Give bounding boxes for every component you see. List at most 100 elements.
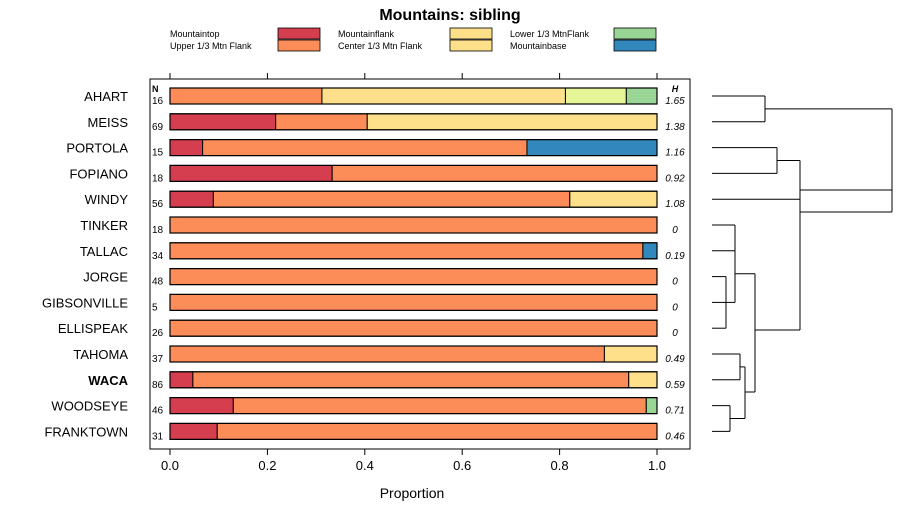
bar-rows: AHART 16 1.65 MEISS 69 1.38 PORTOLA 15 1.16 FOPIA…: [42, 87, 685, 442]
n-value: 48: [152, 277, 164, 288]
bar-outline: [169, 268, 658, 286]
bar-outline: [169, 345, 658, 363]
bar-outline: [169, 164, 658, 182]
n-value: 86: [152, 380, 164, 391]
n-value: 5: [152, 302, 158, 313]
legend-label: Lower 1/3 MtnFlank: [510, 29, 590, 39]
legend-label: Upper 1/3 Mtn Flank: [170, 41, 252, 51]
bar-segment: [169, 422, 218, 440]
bar-segment: [212, 190, 571, 208]
n-value: 46: [152, 406, 164, 417]
x-tick-label: 0.8: [551, 458, 569, 473]
bar-segment: [169, 190, 214, 208]
row-label: ELLISPEAK: [58, 321, 128, 336]
bar-segment: [366, 113, 658, 131]
bar-outline: [169, 139, 658, 157]
dendrogram: [712, 95, 893, 432]
bar-segment: [169, 113, 277, 131]
n-value: 16: [152, 96, 164, 107]
bar-segment: [645, 397, 658, 415]
h-value: 1.16: [665, 148, 685, 159]
bar-outline: [169, 293, 658, 311]
n-value: 34: [152, 251, 164, 262]
bar-segment: [232, 397, 647, 415]
row-label: WOODSEYE: [51, 399, 128, 414]
h-value: 0: [672, 225, 678, 236]
h-value: 0.46: [665, 431, 685, 442]
legend-label: Mountainflank: [338, 29, 395, 39]
row-label: MEISS: [88, 115, 129, 130]
bar-segment: [169, 139, 204, 157]
legend-swatch: [613, 27, 657, 40]
bar-segment: [169, 319, 658, 337]
row-label: FOPIANO: [69, 166, 128, 181]
row-label: WINDY: [85, 192, 129, 207]
row-label: GIBSONVILLE: [42, 295, 128, 310]
bar-outline: [169, 216, 658, 234]
n-value: 18: [152, 173, 164, 184]
x-axis: 0.0 0.2 0.4 0.6 0.8 1.0: [161, 73, 666, 473]
n-header: N: [152, 84, 159, 94]
legend: Mountaintop Upper 1/3 Mtn Flank Mountainfl…: [170, 27, 657, 52]
bar-segment: [569, 190, 658, 208]
h-value: 0.71: [665, 406, 684, 417]
x-tick-label: 0.6: [453, 458, 471, 473]
bar-segment: [331, 164, 658, 182]
bar-segment: [169, 397, 234, 415]
bar-segment: [642, 242, 658, 260]
row-label: TAHOMA: [73, 347, 128, 362]
bar-segment: [192, 371, 630, 389]
legend-swatch: [449, 39, 493, 52]
legend-label: Mountaintop: [170, 29, 220, 39]
x-tick-label: 0.0: [161, 458, 179, 473]
h-value: 1.38: [665, 122, 685, 133]
bar-segment: [169, 371, 194, 389]
bar-segment: [169, 293, 658, 311]
bar-segment: [216, 422, 658, 440]
h-value: 0: [672, 328, 678, 339]
bar-segment: [526, 139, 658, 157]
bar-outline: [169, 190, 658, 208]
bar-segment: [169, 268, 658, 286]
bar-segment: [202, 139, 528, 157]
bar-segment: [169, 242, 644, 260]
h-value: 0.49: [665, 354, 685, 365]
n-value: 15: [152, 148, 164, 159]
legend-swatch: [277, 27, 321, 40]
h-value: 0.59: [665, 380, 685, 391]
n-value: 26: [152, 328, 164, 339]
n-value: 56: [152, 199, 164, 210]
h-value: 0: [672, 302, 678, 313]
n-value: 18: [152, 225, 164, 236]
chart-title: Mountains: sibling: [379, 7, 520, 24]
x-tick-label: 1.0: [648, 458, 666, 473]
legend-swatch: [449, 27, 493, 40]
row-label: TALLAC: [80, 244, 128, 259]
h-value: 1.08: [665, 199, 685, 210]
bar-segment: [628, 371, 658, 389]
row-label: AHART: [84, 89, 128, 104]
bar-outline: [169, 422, 658, 440]
n-value: 69: [152, 122, 164, 133]
bar-outline: [169, 242, 658, 260]
h-header: H: [672, 84, 679, 94]
bar-segment: [625, 87, 658, 105]
n-value: 37: [152, 354, 164, 365]
h-value: 0: [672, 277, 678, 288]
row-label: WACA: [88, 373, 128, 388]
h-value: 0.92: [665, 173, 685, 184]
h-value: 0.19: [665, 251, 685, 262]
h-value: 1.65: [665, 96, 685, 107]
row-label: JORGE: [83, 270, 128, 285]
bar-segment: [169, 216, 658, 234]
bar-outline: [169, 371, 658, 389]
row-label: TINKER: [80, 218, 128, 233]
x-tick-label: 0.4: [356, 458, 374, 473]
row-label: PORTOLA: [66, 141, 128, 156]
bar-outline: [169, 319, 658, 337]
plot-frame: [149, 78, 691, 450]
bar-segment: [603, 345, 658, 363]
bar-segment: [169, 164, 333, 182]
legend-label: Mountainbase: [510, 41, 567, 51]
